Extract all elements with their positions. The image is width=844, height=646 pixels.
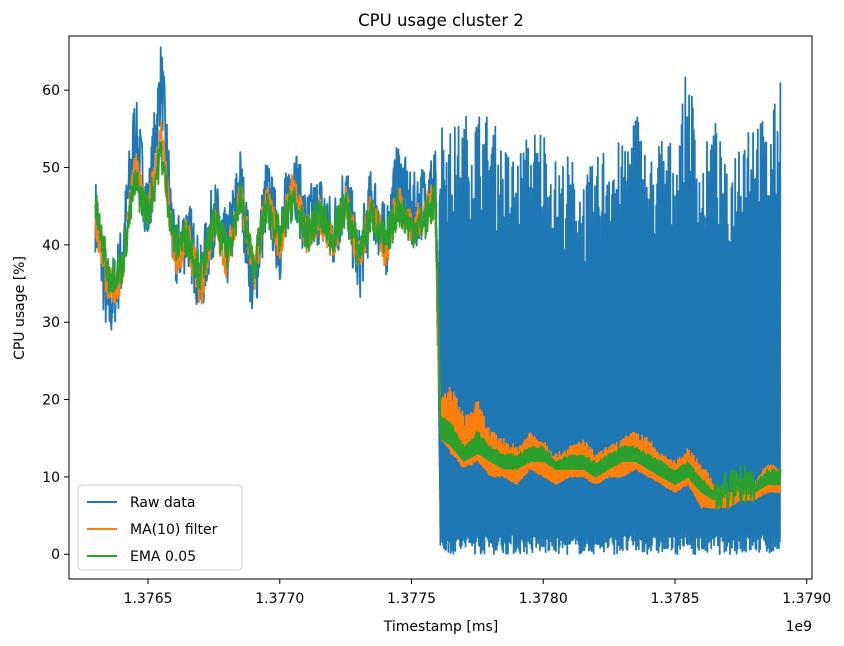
y-axis-label: CPU usage [%]	[12, 256, 28, 360]
legend-box	[77, 484, 243, 571]
y-tick-label: 50	[42, 160, 60, 176]
x-tick-label: 1.3790	[782, 591, 831, 607]
y-tick-label: 30	[42, 315, 60, 331]
legend-entry-label: MA(10) filter	[130, 522, 218, 538]
x-axis-label: Timestamp [ms]	[383, 619, 498, 635]
y-tick-label: 20	[42, 393, 60, 409]
y-axis: 0 10 20 30 40 50 60	[42, 83, 69, 563]
y-tick-label: 0	[51, 547, 60, 563]
x-tick-label: 1.3770	[255, 591, 304, 607]
x-tick-label: 1.3780	[519, 591, 568, 607]
legend-entry-label: Raw data	[130, 495, 195, 511]
legend-entry-label: EMA 0.05	[130, 549, 196, 565]
y-tick-label: 40	[42, 238, 60, 254]
x-tick-label: 1.3785	[650, 591, 699, 607]
y-tick-label: 60	[42, 83, 60, 99]
series-line-3	[94, 140, 782, 511]
x-tick-label: 1.3775	[387, 591, 436, 607]
y-tick-label: 10	[42, 470, 60, 486]
plot-frame	[68, 35, 813, 580]
series-layer	[94, 46, 782, 556]
x-axis-offset-label: 1e9	[786, 619, 812, 635]
x-axis: 1.3765 1.3770 1.3775 1.3780 1.3785 1.3790	[124, 579, 831, 607]
x-tick-label: 1.3765	[124, 591, 173, 607]
chart-title: CPU usage cluster 2	[358, 11, 524, 30]
legend: Raw data MA(10) filter EMA 0.05	[77, 484, 243, 571]
